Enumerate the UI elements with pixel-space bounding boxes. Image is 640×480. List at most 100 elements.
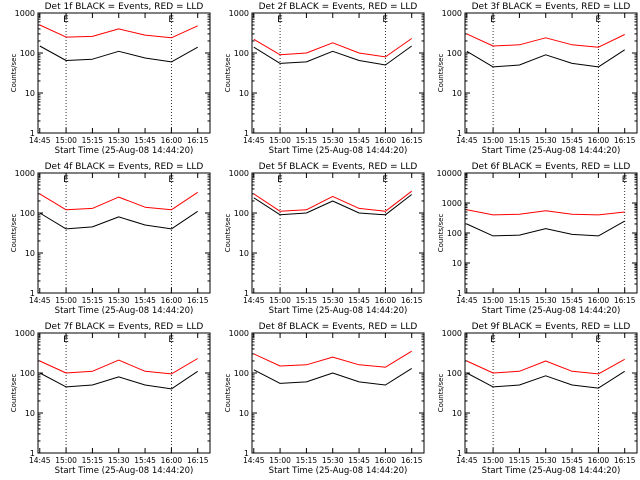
y-tick-label: 10 xyxy=(452,409,462,418)
x-tick-label: 15:00 xyxy=(482,136,504,145)
series-line-0 xyxy=(253,38,412,58)
series-line-1 xyxy=(39,210,198,230)
plot-frame xyxy=(464,172,638,294)
eclipse-marker-label: E xyxy=(277,15,283,25)
x-tick-label: 15:45 xyxy=(134,456,156,465)
x-tick-label: 15:45 xyxy=(348,296,370,305)
x-tick-label: 16:00 xyxy=(161,296,183,305)
x-axis-label: Start Time (25-Aug-08 14:44:20) xyxy=(55,146,194,156)
series-line-0 xyxy=(253,190,413,212)
x-tick-label: 15:00 xyxy=(482,296,504,305)
y-tick-label: 100 xyxy=(20,49,35,58)
y-tick-label: 100 xyxy=(447,229,462,238)
x-axis-label: Start Time (25-Aug-08 14:44:20) xyxy=(482,306,621,316)
panel-title: Det 4f BLACK = Events, RED = LLD xyxy=(45,162,204,172)
x-tick-label: 16:00 xyxy=(588,296,610,305)
eclipse-marker-label: E xyxy=(168,15,174,25)
y-tick-label: 100 xyxy=(234,209,249,218)
x-tick-label: 16:15 xyxy=(614,456,636,465)
x-tick-label: 15:30 xyxy=(108,296,130,305)
y-tick-label: 1 xyxy=(457,289,462,298)
x-tick-label: 15:15 xyxy=(82,456,104,465)
x-tick-label: 15:30 xyxy=(535,136,557,145)
plot-frame xyxy=(251,332,425,454)
y-tick-label: 1000 xyxy=(229,169,249,178)
x-tick-label: 15:45 xyxy=(134,136,156,145)
plot-frame xyxy=(37,12,211,134)
panel-title: Det 6f BLACK = Events, RED = LLD xyxy=(472,162,631,172)
x-tick-label: 16:15 xyxy=(401,136,423,145)
series-line-0 xyxy=(466,33,625,48)
y-tick-label: 1000 xyxy=(15,169,35,178)
eclipse-marker-label: E xyxy=(277,175,283,185)
x-axis-label: Start Time (25-Aug-08 14:44:20) xyxy=(55,466,194,476)
x-tick-label: 15:30 xyxy=(322,136,344,145)
x-tick-label: 15:45 xyxy=(348,456,370,465)
x-tick-label: 15:15 xyxy=(509,456,531,465)
x-tick-label: 14:45 xyxy=(243,456,265,465)
x-tick-label: 14:45 xyxy=(456,456,478,465)
x-axis-label: Start Time (25-Aug-08 14:44:20) xyxy=(269,466,408,476)
x-tick-label: 15:45 xyxy=(134,296,156,305)
x-tick-label: 15:00 xyxy=(269,296,291,305)
x-tick-label: 15:15 xyxy=(82,136,104,145)
x-tick-label: 15:15 xyxy=(296,456,318,465)
y-tick-label: 1 xyxy=(30,449,35,458)
series-line-1 xyxy=(466,49,625,68)
y-tick-label: 10 xyxy=(25,409,35,418)
y-axis-label: Counts/sec xyxy=(224,374,232,413)
eclipse-marker-label: E xyxy=(490,15,496,25)
eclipse-marker-label: E xyxy=(382,15,388,25)
x-tick-label: 15:15 xyxy=(296,296,318,305)
x-tick-label: 15:30 xyxy=(108,456,130,465)
y-tick-label: 1000 xyxy=(15,9,35,18)
panel-title: Det 2f BLACK = Events, RED = LLD xyxy=(259,2,418,12)
y-tick-label: 1000 xyxy=(229,329,249,338)
y-tick-label: 1 xyxy=(30,289,35,298)
eclipse-marker-label: E xyxy=(63,15,69,25)
x-tick-label: 16:00 xyxy=(375,296,397,305)
x-tick-label: 16:15 xyxy=(187,296,209,305)
y-tick-label: 10 xyxy=(25,249,35,258)
y-tick-label: 1000 xyxy=(442,329,462,338)
y-tick-label: 1 xyxy=(244,129,249,138)
detector-panel-7: Det 7f BLACK = Events, RED = LLD 1 10 100 10… xyxy=(10,322,211,476)
y-tick-label: 100 xyxy=(234,369,249,378)
y-axis-label: Counts/sec xyxy=(10,374,18,413)
series-line-0 xyxy=(466,358,625,375)
panel-title: Det 8f BLACK = Events, RED = LLD xyxy=(259,322,418,332)
eclipse-marker-label: E xyxy=(595,15,601,25)
y-axis-label: Counts/sec xyxy=(224,214,232,253)
x-axis-label: Start Time (25-Aug-08 14:44:20) xyxy=(269,146,408,156)
x-axis-label: Start Time (25-Aug-08 14:44:20) xyxy=(482,146,621,156)
eclipse-marker-label: E xyxy=(168,175,174,185)
y-tick-label: 1000 xyxy=(229,9,249,18)
series-line-0 xyxy=(253,350,412,368)
plot-frame xyxy=(464,12,638,134)
panel-title: Det 9f BLACK = Events, RED = LLD xyxy=(472,322,631,332)
y-tick-label: 10 xyxy=(239,249,249,258)
y-tick-label: 100 xyxy=(20,209,35,218)
eclipse-marker-label: E xyxy=(622,175,628,185)
plot-frame xyxy=(251,172,425,294)
x-tick-label: 14:45 xyxy=(243,136,265,145)
y-tick-label: 100 xyxy=(447,369,462,378)
x-tick-label: 15:00 xyxy=(55,136,77,145)
series-line-1 xyxy=(39,45,198,63)
x-tick-label: 15:30 xyxy=(108,136,130,145)
x-tick-label: 16:00 xyxy=(588,456,610,465)
x-tick-label: 14:45 xyxy=(456,296,478,305)
y-tick-label: 1000 xyxy=(442,199,462,208)
x-tick-label: 16:00 xyxy=(161,456,183,465)
x-tick-label: 14:45 xyxy=(29,136,51,145)
series-line-1 xyxy=(253,194,413,216)
detector-panel-6: Det 6f BLACK = Events, RED = LLD 1 10 100 10… xyxy=(437,162,638,316)
x-tick-label: 14:45 xyxy=(29,456,51,465)
series-line-0 xyxy=(39,191,198,211)
y-tick-label: 10 xyxy=(239,409,249,418)
x-tick-label: 15:30 xyxy=(322,296,344,305)
plot-frame xyxy=(37,172,211,294)
detector-panel-4: Det 4f BLACK = Events, RED = LLD 1 10 100 10… xyxy=(10,162,211,316)
x-tick-label: 15:15 xyxy=(509,136,531,145)
